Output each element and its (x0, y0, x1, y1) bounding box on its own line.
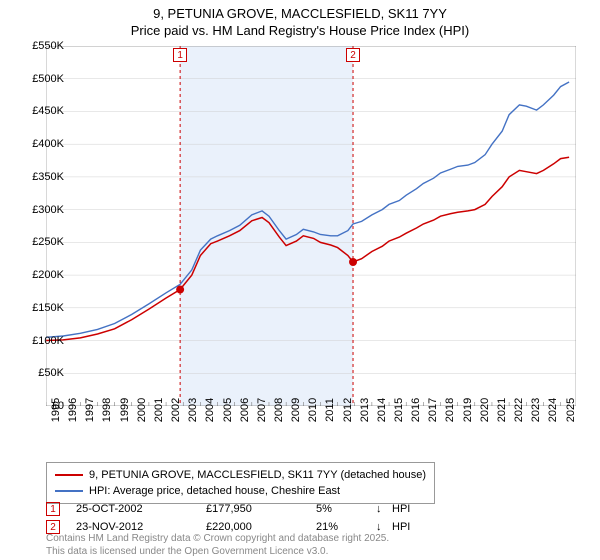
x-axis-tick-label: 2025 (565, 398, 577, 422)
legend-item: HPI: Average price, detached house, Ches… (55, 483, 426, 499)
attribution: Contains HM Land Registry data © Crown c… (46, 532, 389, 558)
x-axis-tick-label: 2003 (187, 398, 199, 422)
x-axis-tick-label: 2013 (359, 398, 371, 422)
sale-date: 25-OCT-2002 (76, 503, 206, 515)
chart-title-sub: Price paid vs. HM Land Registry's House … (0, 21, 600, 38)
x-axis-tick-label: 2008 (273, 398, 285, 422)
x-axis-tick-label: 2011 (324, 398, 336, 422)
y-axis-tick-label: £100K (32, 335, 64, 347)
legend-swatch (55, 490, 83, 492)
y-axis-tick-label: £350K (32, 171, 64, 183)
x-axis-tick-label: 1997 (84, 398, 96, 422)
y-axis-tick-label: £500K (32, 73, 64, 85)
chart-title-main: 9, PETUNIA GROVE, MACCLESFIELD, SK11 7YY (0, 0, 600, 21)
x-axis-tick-label: 2020 (479, 398, 491, 422)
y-axis-tick-label: £400K (32, 138, 64, 150)
legend-swatch (55, 474, 83, 476)
attribution-line: This data is licensed under the Open Gov… (46, 545, 389, 558)
y-axis-tick-label: £550K (32, 40, 64, 52)
chart-area: 12 (46, 46, 576, 406)
sale-marker-icon: 1 (46, 502, 60, 516)
sale-pct: 5% (316, 503, 376, 515)
legend-label: HPI: Average price, detached house, Ches… (89, 485, 340, 497)
x-axis-tick-label: 2002 (170, 398, 182, 422)
y-axis-tick-label: £450K (32, 105, 64, 117)
y-axis-tick-label: £300K (32, 204, 64, 216)
x-axis-tick-label: 2015 (393, 398, 405, 422)
x-axis-tick-label: 2021 (496, 398, 508, 422)
x-axis-tick-label: 1995 (50, 398, 62, 422)
x-axis-tick-label: 2017 (427, 398, 439, 422)
x-axis-tick-label: 2005 (222, 398, 234, 422)
x-axis-tick-label: 2007 (256, 398, 268, 422)
x-axis-tick-label: 2023 (530, 398, 542, 422)
x-axis-tick-label: 2018 (444, 398, 456, 422)
x-axis-tick-label: 2012 (342, 398, 354, 422)
sale-price: £177,950 (206, 503, 316, 515)
x-axis-tick-label: 1999 (119, 398, 131, 422)
x-axis-tick-label: 2024 (547, 398, 559, 422)
x-axis-tick-label: 2019 (462, 398, 474, 422)
x-axis-tick-label: 2014 (376, 398, 388, 422)
y-axis-tick-label: £250K (32, 236, 64, 248)
event-marker-icon: 2 (346, 48, 360, 62)
x-axis-tick-label: 2016 (410, 398, 422, 422)
x-axis-tick-label: 2006 (239, 398, 251, 422)
x-axis-tick-label: 2000 (136, 398, 148, 422)
legend-item: 9, PETUNIA GROVE, MACCLESFIELD, SK11 7YY… (55, 467, 426, 483)
x-axis-tick-label: 2022 (513, 398, 525, 422)
x-axis-tick-label: 2004 (204, 398, 216, 422)
x-axis-tick-label: 2001 (153, 398, 165, 422)
event-marker-icon: 1 (173, 48, 187, 62)
x-axis-tick-label: 1996 (67, 398, 79, 422)
x-axis-tick-label: 2010 (307, 398, 319, 422)
attribution-line: Contains HM Land Registry data © Crown c… (46, 532, 389, 545)
x-axis-tick-label: 1998 (101, 398, 113, 422)
legend-label: 9, PETUNIA GROVE, MACCLESFIELD, SK11 7YY… (89, 469, 426, 481)
sale-hpi-label: HPI (392, 503, 410, 515)
down-arrow-icon: ↓ (376, 503, 392, 515)
y-axis-tick-label: £150K (32, 302, 64, 314)
sale-row: 1 25-OCT-2002 £177,950 5% ↓ HPI (46, 502, 546, 516)
x-axis-tick-label: 2009 (290, 398, 302, 422)
y-axis-tick-label: £200K (32, 269, 64, 281)
sale-hpi-label: HPI (392, 521, 410, 533)
chart-svg (46, 46, 576, 406)
legend: 9, PETUNIA GROVE, MACCLESFIELD, SK11 7YY… (46, 462, 435, 504)
y-axis-tick-label: £50K (38, 367, 64, 379)
